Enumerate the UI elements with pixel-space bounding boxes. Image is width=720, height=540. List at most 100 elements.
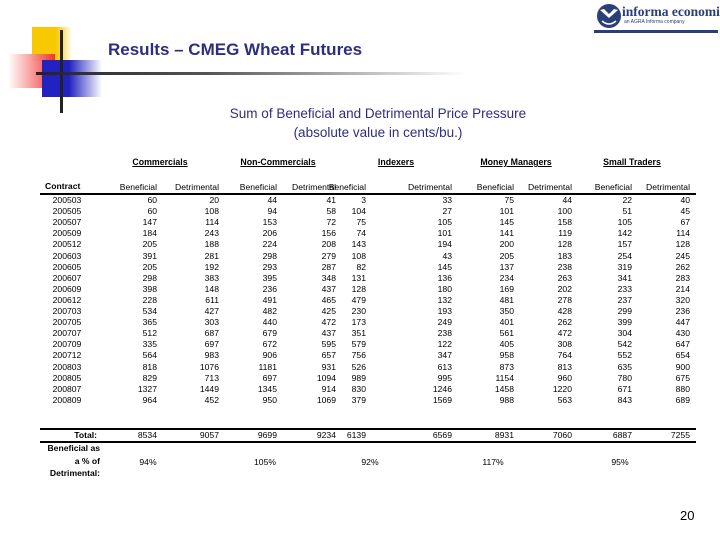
value-cell: 128: [675, 239, 690, 250]
value-cell: 72: [326, 217, 336, 228]
value-cell: 245: [675, 250, 690, 261]
value-cell: 119: [558, 228, 572, 239]
group-header: Indexers: [377, 157, 415, 167]
decor-vertical-line: [60, 30, 63, 113]
value-cell: 611: [205, 294, 219, 305]
column-header: Detrimental: [292, 182, 336, 192]
value-cell: 365: [142, 317, 157, 328]
value-cell: 579: [351, 339, 366, 350]
value-cell: 75: [356, 217, 366, 228]
value-cell: 995: [437, 372, 452, 383]
value-cell: 1569: [432, 394, 452, 405]
value-cell: 958: [499, 350, 514, 361]
value-cell: 58: [326, 206, 336, 217]
value-cell: 156: [321, 228, 336, 239]
value-cell: 183: [557, 250, 572, 261]
value-cell: 989: [351, 372, 366, 383]
value-cell: 960: [557, 372, 572, 383]
value-cell: 262: [675, 261, 690, 272]
header-rule: [40, 193, 696, 195]
value-cell: 654: [675, 350, 690, 361]
value-cell: 236: [262, 283, 277, 294]
total-rule-bottom: [40, 441, 696, 443]
ratio-cell: 117%: [482, 457, 504, 467]
value-cell: 1094: [316, 372, 336, 383]
value-cell: 447: [675, 317, 690, 328]
value-cell: 82: [356, 261, 366, 272]
value-cell: 900: [675, 361, 690, 372]
value-cell: 237: [617, 294, 632, 305]
column-header: Beneficial: [476, 182, 514, 192]
value-cell: 188: [204, 239, 219, 250]
value-cell: 1220: [552, 383, 572, 394]
value-cell: 224: [262, 239, 277, 250]
value-cell: 75: [504, 195, 514, 205]
value-cell: 1069: [316, 394, 336, 405]
value-cell: 452: [204, 394, 219, 405]
column-header: Detrimental: [175, 182, 219, 192]
value-cell: 249: [437, 317, 452, 328]
value-cell: 105: [617, 217, 632, 228]
value-cell: 60: [147, 195, 157, 205]
value-cell: 395: [262, 272, 277, 283]
value-cell: 108: [204, 206, 219, 217]
contract-cell: 200803: [52, 361, 82, 372]
value-cell: 298: [262, 250, 277, 261]
page-number: 20: [680, 508, 695, 523]
contract-cell: 200612: [52, 294, 82, 305]
value-cell: 1327: [137, 383, 157, 394]
value-cell: 202: [557, 283, 572, 294]
value-cell: 43: [442, 250, 452, 261]
contract-cell: 200805: [52, 372, 82, 383]
value-cell: 158: [557, 217, 572, 228]
slide-title: Results – CMEG Wheat Futures: [108, 40, 363, 59]
value-cell: 379: [351, 394, 366, 405]
value-cell: 697: [262, 372, 277, 383]
column-header: Beneficial: [594, 182, 632, 192]
value-cell: 100: [557, 206, 572, 217]
value-cell: 697: [204, 339, 219, 350]
value-cell: 94: [267, 206, 277, 217]
informa-logo: informa economics an AGRA Informa compan…: [594, 2, 720, 33]
value-cell: 44: [267, 195, 277, 205]
value-cell: 440: [262, 317, 277, 328]
column-header: Beneficial: [328, 182, 366, 192]
value-cell: 689: [675, 394, 690, 405]
value-cell: 563: [557, 394, 572, 405]
column-header: Detrimental: [528, 182, 572, 192]
contract-cell: 200712: [52, 350, 82, 361]
group-header: Money Managers: [480, 157, 552, 167]
value-cell: 200: [499, 239, 514, 250]
value-cell: 148: [204, 283, 219, 294]
value-cell: 136: [437, 272, 452, 283]
value-cell: 254: [617, 250, 632, 261]
value-cell: 157: [617, 239, 632, 250]
value-cell: 41: [326, 195, 336, 205]
value-cell: 137: [499, 261, 514, 272]
value-cell: 298: [142, 272, 157, 283]
value-cell: 481: [499, 294, 514, 305]
value-cell: 679: [262, 328, 277, 339]
value-cell: 108: [351, 250, 366, 261]
value-cell: 22: [622, 195, 632, 205]
value-cell: 1076: [199, 361, 219, 372]
value-cell: 128: [557, 239, 572, 250]
value-cell: 561: [499, 328, 514, 339]
value-cell: 830: [351, 383, 366, 394]
value-cell: 931: [321, 361, 336, 372]
value-cell: 437: [321, 283, 336, 294]
value-cell: 308: [557, 339, 572, 350]
total-cell: 6569: [432, 430, 452, 440]
contract-cell: 200505: [52, 206, 82, 217]
value-cell: 534: [142, 306, 157, 316]
value-cell: 512: [142, 328, 157, 339]
value-cell: 542: [617, 339, 632, 350]
value-cell: 335: [142, 339, 157, 350]
value-cell: 437: [321, 328, 336, 339]
value-cell: 303: [204, 317, 219, 328]
value-cell: 472: [557, 328, 572, 339]
ratio-label: Detrimental:: [49, 468, 100, 478]
total-cell: 8534: [137, 430, 157, 440]
value-cell: 122: [437, 339, 452, 350]
table-subtitle: Sum of Beneficial and Detrimental Price …: [0, 104, 720, 142]
